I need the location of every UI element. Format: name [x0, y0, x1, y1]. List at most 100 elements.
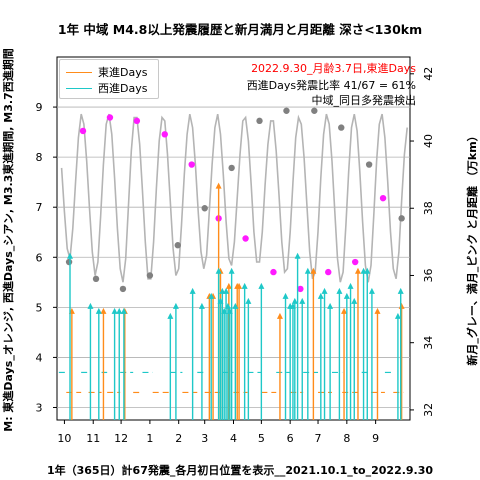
- x-tick-label: 5: [258, 432, 265, 445]
- new-moon-point: [398, 215, 405, 222]
- y-tick-label-left: 9: [36, 101, 43, 114]
- x-tick-label: 9: [372, 432, 379, 445]
- x-tick-label: 4: [230, 432, 237, 445]
- annotation-ratio: 西進Days発震比率 41/67 = 61%: [246, 79, 416, 92]
- west-marker: [223, 287, 230, 294]
- full-moon-point: [379, 194, 387, 202]
- east-marker: [236, 282, 243, 289]
- east-marker: [215, 182, 222, 189]
- west-marker: [95, 307, 102, 314]
- full-moon-point: [133, 117, 141, 125]
- y-tick-label-right: 32: [422, 403, 435, 417]
- full-moon-point: [270, 268, 277, 276]
- west-marker: [394, 312, 401, 319]
- west-marker: [364, 267, 371, 274]
- y-tick-label-right: 40: [422, 134, 435, 148]
- new-moon-point: [311, 107, 318, 114]
- legend-label-east: 東進Days: [98, 66, 148, 79]
- y-tick-label-left: 7: [36, 201, 43, 214]
- y-tick-label-right: 34: [422, 336, 435, 350]
- east-marker: [374, 307, 381, 314]
- west-marker: [208, 292, 215, 299]
- east-marker: [341, 307, 348, 314]
- west-marker: [397, 287, 404, 294]
- new-moon-point: [338, 124, 345, 131]
- new-moon-point: [283, 107, 290, 114]
- x-tick-label: 12: [114, 432, 128, 445]
- west-marker: [67, 252, 74, 259]
- legend: 東進Days 西進Days: [59, 59, 159, 99]
- new-moon-point: [92, 275, 100, 283]
- west-marker: [245, 297, 252, 304]
- y-tick-label-right: 42: [422, 67, 435, 81]
- full-moon-point: [161, 131, 168, 138]
- full-moon-point: [79, 127, 87, 135]
- east-marker: [100, 307, 107, 314]
- magnitude-stems: [67, 182, 405, 420]
- west-marker: [304, 267, 311, 274]
- new-moon-point: [65, 258, 73, 266]
- west-marker: [321, 287, 328, 294]
- new-moon-point: [228, 164, 235, 172]
- x-tick-label: 6: [287, 432, 294, 445]
- west-marker: [317, 292, 324, 299]
- x-tick-label: 3: [201, 432, 208, 445]
- west-marker: [347, 282, 354, 289]
- x-tick-label: 11: [86, 432, 100, 445]
- legend-item-west: 西進Days: [66, 81, 147, 95]
- y-tick-label-left: 4: [36, 351, 43, 364]
- x-tick-label: 7: [315, 432, 322, 445]
- west-marker: [282, 292, 289, 299]
- annotation-date: 2022.9.30_月齢3.7日,東進Days: [251, 62, 416, 75]
- new-moon-point: [174, 242, 181, 249]
- west-marker: [111, 307, 118, 314]
- full-moon-point: [106, 114, 114, 121]
- west-marker: [232, 302, 239, 309]
- west-marker: [167, 312, 174, 319]
- west-marker: [172, 302, 179, 309]
- full-moon-point: [188, 161, 195, 168]
- full-moon-point: [325, 268, 332, 276]
- legend-item-east: 東進Days: [66, 65, 147, 79]
- x-tick-label: 1: [146, 432, 153, 445]
- new-moon-point: [256, 117, 263, 125]
- east-marker: [354, 267, 361, 274]
- x-tick-label: 2: [175, 432, 182, 445]
- y-tick-label-left: 8: [36, 151, 43, 164]
- west-marker: [351, 297, 358, 304]
- moon-distance-line: [60, 113, 408, 283]
- east-marker: [225, 282, 232, 289]
- west-marker: [291, 297, 298, 304]
- chart-title: 1年 中域 M4.8以上発震履歴と新月満月と月距離 深さ<130km: [57, 22, 423, 37]
- west-marker: [336, 287, 343, 294]
- y-tick-label-left: 3: [36, 401, 43, 414]
- legend-label-west: 西進Days: [98, 82, 148, 95]
- x-axis-label: 1年（365日）計67発震_各月初日位置を表示__2021.10.1_to_20…: [46, 464, 434, 477]
- west-marker: [198, 302, 205, 309]
- new-moon-point: [119, 285, 127, 293]
- full-moon-point: [242, 235, 249, 242]
- grid-layer: [57, 106, 410, 408]
- y-tick-label-left: 5: [36, 301, 43, 314]
- east-marker: [276, 312, 283, 319]
- full-moon-point: [297, 285, 304, 293]
- y-tick-label-right: 38: [422, 201, 435, 215]
- full-moon-point: [351, 258, 359, 266]
- west-marker: [189, 287, 196, 294]
- west-marker: [215, 267, 222, 274]
- new-moon-point: [201, 205, 208, 212]
- new-moon-point: [365, 161, 373, 168]
- west-marker: [368, 287, 375, 294]
- y-axis-label-right: 新月_グレー、満月_ピンク と月距離 （万km）: [466, 130, 479, 366]
- west-marker: [116, 307, 123, 314]
- west-marker: [343, 292, 350, 299]
- west-marker: [241, 282, 248, 289]
- legend-swatch-west: [66, 87, 92, 89]
- annotation-detection: 中域_同日多発震検出: [311, 94, 417, 107]
- new-moon-point: [146, 272, 154, 279]
- plot-frame: [56, 56, 411, 421]
- west-marker: [87, 302, 94, 309]
- x-tick-label: 10: [57, 432, 71, 445]
